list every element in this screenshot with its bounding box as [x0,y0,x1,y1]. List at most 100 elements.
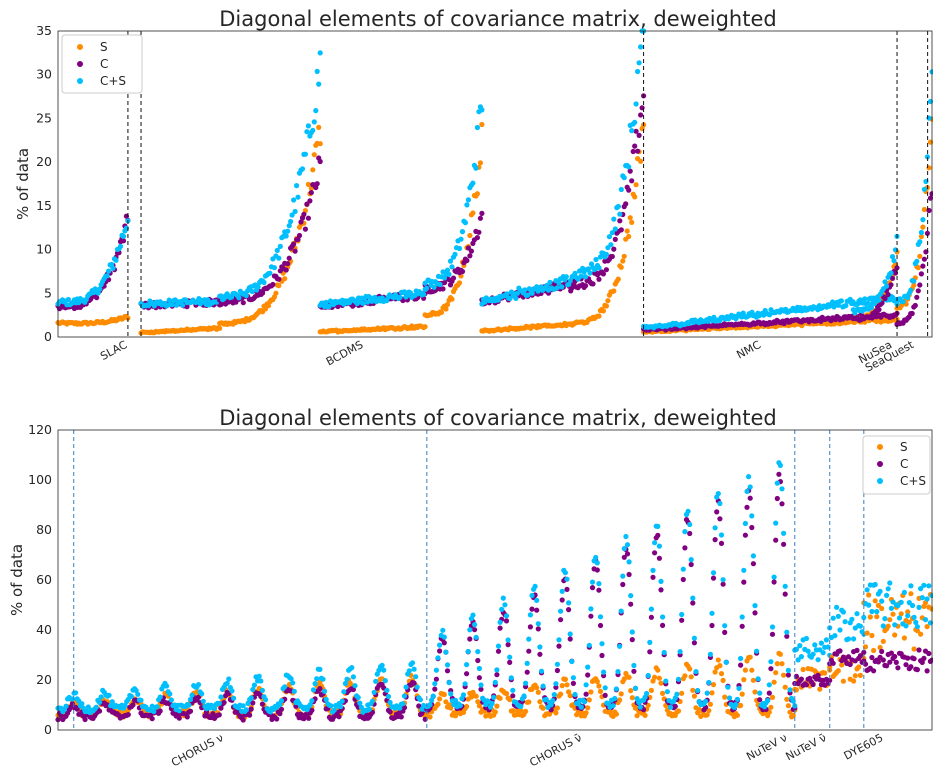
point-cs [355,694,361,701]
point-c [827,677,833,684]
point-cs [578,704,584,710]
point-s [739,691,745,697]
point-c [876,307,882,313]
point-c [879,648,885,655]
y-tick-label: 20 [36,672,52,687]
point-cs [258,678,264,684]
point-cs [535,621,541,627]
point-cs [263,697,269,703]
point-s [477,160,483,166]
point-c [918,271,925,277]
point-c [464,671,470,677]
point-cs [478,682,484,688]
point-c [588,613,594,619]
point-cs [720,577,726,583]
point-s [633,182,639,188]
point-cs [164,683,170,689]
point-c [919,659,925,666]
category-label: DYE605 [842,731,886,762]
point-cs [572,691,578,698]
point-c [905,655,911,661]
point-c [924,668,930,674]
point-s [554,705,561,711]
point-cs [513,295,519,301]
point-c [722,629,728,636]
point-s [871,647,877,654]
point-cs [889,254,896,260]
point-c [478,686,484,692]
point-s [634,713,640,719]
point-cs [795,657,801,663]
point-cs [256,673,262,679]
point-s [497,695,503,701]
point-c [920,263,926,269]
point-cs [637,704,643,710]
point-c [631,668,637,674]
point-cs [687,521,693,528]
point-cs [766,682,772,688]
point-cs [529,592,535,599]
point-cs [615,669,621,675]
point-cs [744,488,750,494]
point-cs [444,267,451,273]
point-cs [896,615,903,621]
point-cs [494,667,500,673]
top-chart-legend: S C C+S [61,34,143,94]
point-cs [151,708,157,715]
point-cs [599,641,605,647]
point-c [720,581,726,587]
point-c [283,267,289,273]
point-cs [655,523,661,530]
point-s [877,644,883,651]
point-cs [913,619,919,626]
point-cs [526,636,532,642]
point-c [679,617,685,623]
point-cs [843,303,849,309]
point-c [774,495,780,502]
top-legend-marker-cs [77,78,83,84]
point-cs [435,655,441,661]
point-cs [452,251,458,257]
point-cs [295,194,301,200]
point-s [911,282,917,288]
top-chart-title: Diagonal elements of covariance matrix, … [219,7,776,31]
point-s [856,664,862,670]
point-cs [502,602,508,608]
point-cs [746,474,752,480]
point-c [909,310,915,317]
point-s [879,605,885,612]
point-c [688,561,694,568]
point-cs [169,302,175,308]
point-c [612,236,618,242]
point-cs [663,678,669,684]
point-s [906,619,912,625]
point-cs [618,186,624,193]
point-cs [832,633,838,639]
point-cs [312,681,318,687]
point-cs [400,701,406,707]
point-c [916,647,922,653]
point-cs [652,540,658,546]
point-cs [888,270,894,276]
point-cs [736,685,742,692]
point-cs [537,644,543,650]
point-cs [189,692,195,698]
point-c [306,715,312,721]
point-cs [921,186,928,192]
point-s [749,667,755,673]
point-cs [734,696,741,703]
point-c [468,248,474,254]
point-cs [489,700,495,707]
point-cs [718,532,725,538]
point-cs [503,613,510,619]
point-c [558,617,564,623]
point-cs [271,265,277,271]
point-c [854,647,860,654]
point-cs [97,286,103,292]
category-label: NuTeV ν̄ [784,731,829,763]
point-s [310,167,316,173]
point-cs [211,705,218,712]
point-c [769,631,776,637]
point-cs [679,611,685,618]
point-s [720,677,726,684]
